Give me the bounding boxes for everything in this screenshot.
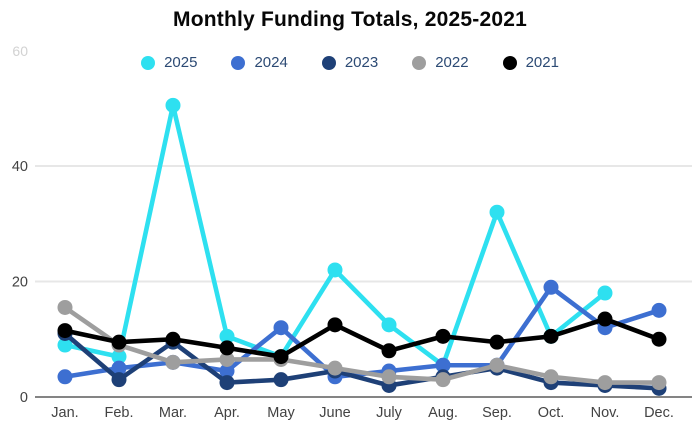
legend-item-2023: 2023 <box>321 54 379 71</box>
data-point-2021 <box>651 331 667 347</box>
x-tick-label: May <box>267 405 295 421</box>
data-point-2023 <box>111 372 127 388</box>
series-line-2023 <box>62 331 662 391</box>
data-point-2022 <box>57 299 73 315</box>
data-point-2021 <box>543 328 559 344</box>
data-point-2022 <box>381 369 397 385</box>
legend-label: 2022 <box>435 54 469 71</box>
data-point-2023 <box>219 375 235 391</box>
data-point-2022 <box>489 357 505 373</box>
x-tick-label: Sep. <box>482 405 512 421</box>
legend-item-2024: 2024 <box>231 54 288 71</box>
x-tick-label: June <box>319 405 350 421</box>
data-point-2021 <box>165 331 181 347</box>
y-tick-label: 40 <box>12 159 28 175</box>
x-tick-label: Oct. <box>538 405 565 421</box>
data-point-2023 <box>273 372 289 388</box>
data-point-2024 <box>543 279 559 295</box>
legend-label: 2023 <box>344 54 379 71</box>
y-tick-label: 20 <box>12 275 28 291</box>
data-point-2024 <box>273 320 289 336</box>
data-point-2021 <box>435 328 451 344</box>
data-point-2024 <box>111 360 127 376</box>
data-point-2021 <box>597 311 613 327</box>
x-tick-label: Mar. <box>159 405 187 421</box>
data-point-2021 <box>111 334 127 350</box>
legend-swatch-icon <box>141 55 156 70</box>
data-point-2022 <box>435 372 451 388</box>
chart-title: Monthly Funding Totals, 2025-2021 <box>173 8 527 31</box>
legend-swatch-icon <box>321 55 336 70</box>
data-point-2022 <box>543 369 559 385</box>
data-point-2025 <box>111 349 127 365</box>
y-tick-label: 0 <box>20 390 28 406</box>
legend-swatch-icon <box>502 55 517 70</box>
data-point-2025 <box>597 285 613 301</box>
data-point-2022 <box>597 375 613 391</box>
x-tick-label: July <box>376 405 403 421</box>
legend-item-2025: 2025 <box>141 54 197 71</box>
data-point-2021 <box>273 349 289 365</box>
data-point-2021 <box>381 343 397 359</box>
series-line-2021 <box>62 316 662 359</box>
x-tick-label: Dec. <box>644 405 674 421</box>
x-tick-label: Aug. <box>428 405 458 421</box>
data-point-2021 <box>219 340 235 356</box>
y-tick-label-partial: 60 <box>12 43 28 59</box>
data-point-2022 <box>651 375 667 391</box>
data-point-2021 <box>489 334 505 350</box>
x-tick-label: Nov. <box>591 405 620 421</box>
data-point-2025 <box>165 97 181 113</box>
chart-legend: 2025 2024 2023 2022 2021 <box>0 54 700 71</box>
data-point-2022 <box>327 360 343 376</box>
data-point-2022 <box>165 354 181 370</box>
x-tick-label: Jan. <box>51 405 78 421</box>
data-point-2025 <box>57 337 73 353</box>
data-point-2021 <box>57 323 73 339</box>
data-point-2025 <box>489 204 505 220</box>
x-tick-label: Apr. <box>214 405 240 421</box>
legend-item-2021: 2021 <box>502 54 559 71</box>
legend-swatch-icon <box>231 55 246 70</box>
legend-label: 2024 <box>254 54 288 71</box>
legend-swatch-icon <box>412 55 427 70</box>
data-point-2024 <box>651 302 667 318</box>
data-point-2024 <box>57 369 73 385</box>
data-point-2022 <box>219 351 235 367</box>
data-point-2024 <box>219 363 235 379</box>
x-tick-label: Feb. <box>104 405 133 421</box>
series-line-2022 <box>62 305 662 385</box>
legend-label: 2025 <box>164 54 198 71</box>
data-point-2025 <box>219 328 235 344</box>
data-point-2025 <box>381 317 397 333</box>
legend-item-2022: 2022 <box>412 54 469 71</box>
data-point-2024 <box>435 357 451 373</box>
legend-label: 2021 <box>525 54 559 71</box>
data-point-2025 <box>327 262 343 278</box>
data-point-2021 <box>327 317 343 333</box>
